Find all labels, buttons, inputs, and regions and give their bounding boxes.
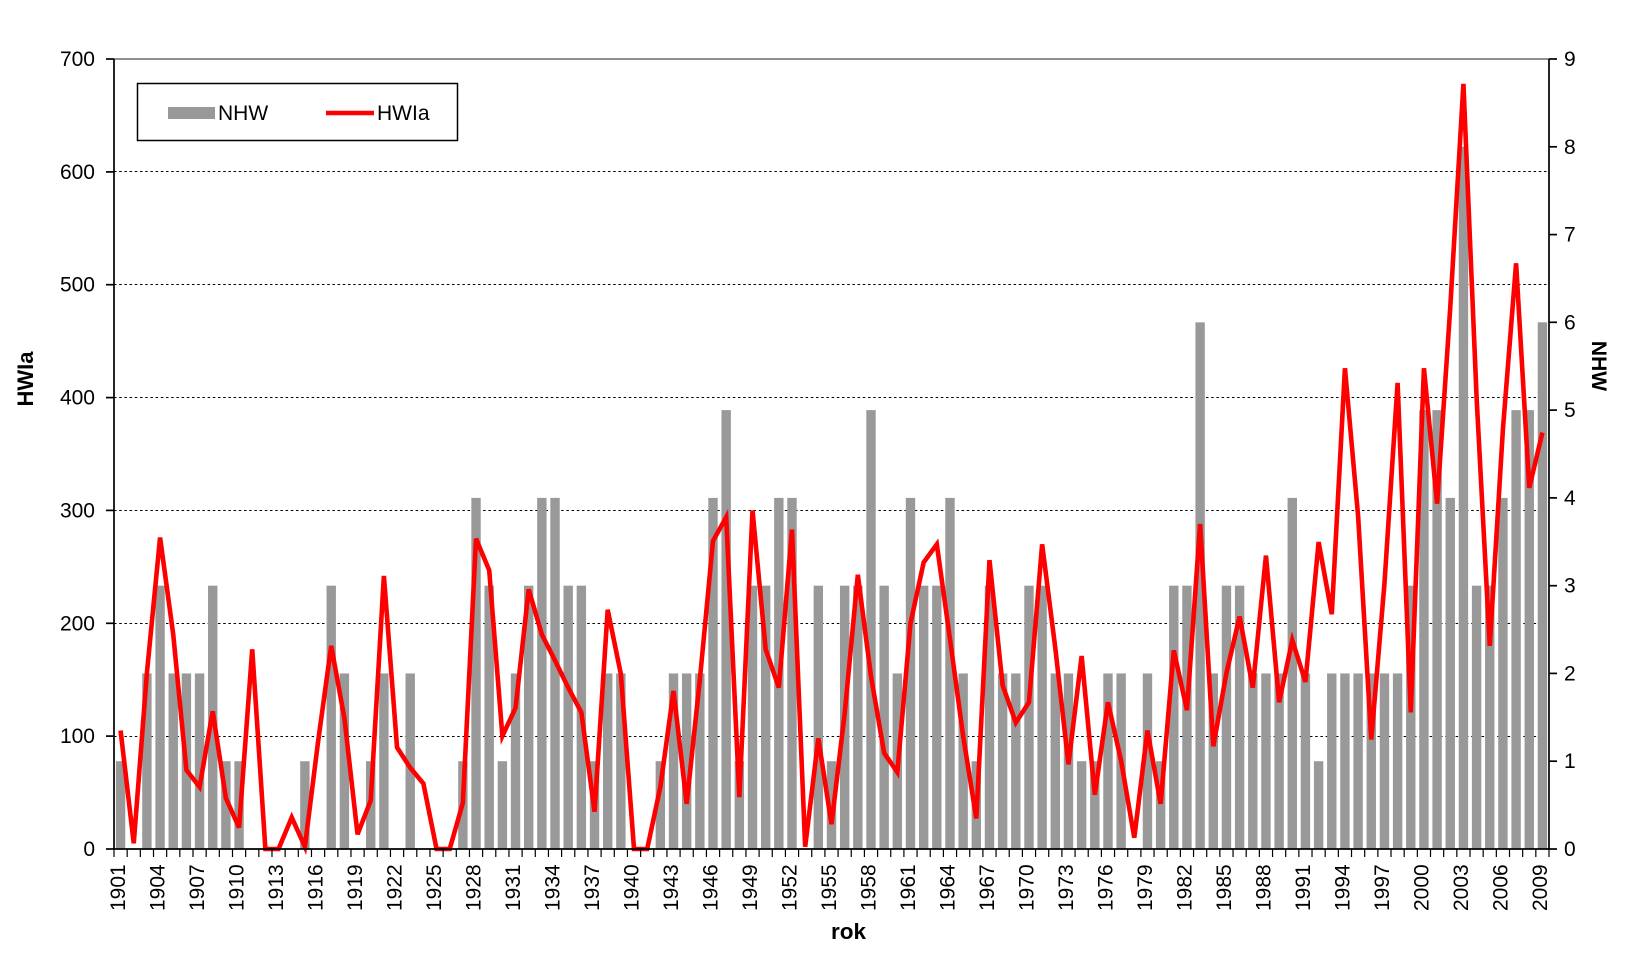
svg-text:1925: 1925: [423, 864, 446, 911]
svg-text:1979: 1979: [1134, 864, 1157, 911]
svg-text:1928: 1928: [463, 864, 486, 911]
svg-text:8: 8: [1564, 136, 1576, 159]
svg-text:1937: 1937: [581, 864, 604, 911]
svg-text:2000: 2000: [1410, 864, 1433, 911]
svg-text:4: 4: [1564, 487, 1576, 510]
svg-text:1985: 1985: [1213, 864, 1236, 911]
svg-text:100: 100: [60, 725, 95, 748]
svg-text:3: 3: [1564, 575, 1576, 598]
svg-text:1967: 1967: [976, 864, 999, 911]
svg-text:600: 600: [60, 161, 95, 184]
svg-text:1961: 1961: [897, 864, 920, 911]
svg-text:1922: 1922: [384, 864, 407, 911]
svg-text:400: 400: [60, 387, 95, 410]
svg-text:0: 0: [83, 838, 95, 861]
svg-text:1910: 1910: [226, 864, 249, 911]
svg-text:1955: 1955: [818, 864, 841, 911]
svg-text:1904: 1904: [147, 864, 170, 911]
svg-text:1973: 1973: [1055, 864, 1078, 911]
svg-text:NHW: NHW: [218, 102, 268, 125]
svg-text:0: 0: [1564, 838, 1576, 861]
svg-text:1982: 1982: [1174, 864, 1197, 911]
svg-text:rok: rok: [831, 919, 867, 944]
svg-text:2006: 2006: [1489, 864, 1512, 911]
svg-text:1: 1: [1564, 750, 1576, 773]
svg-text:9: 9: [1564, 48, 1576, 71]
svg-text:1916: 1916: [305, 864, 328, 911]
svg-text:1976: 1976: [1095, 864, 1118, 911]
svg-text:1934: 1934: [542, 864, 565, 911]
svg-text:200: 200: [60, 612, 95, 635]
svg-text:1994: 1994: [1331, 864, 1354, 911]
svg-text:300: 300: [60, 499, 95, 522]
svg-text:500: 500: [60, 274, 95, 297]
svg-text:700: 700: [60, 48, 95, 71]
svg-text:1997: 1997: [1371, 864, 1394, 911]
svg-text:1931: 1931: [502, 864, 525, 911]
svg-text:1907: 1907: [186, 864, 209, 911]
svg-text:1949: 1949: [739, 864, 762, 911]
svg-text:1952: 1952: [779, 864, 802, 911]
svg-text:HWIa: HWIa: [377, 102, 430, 125]
svg-text:2009: 2009: [1529, 864, 1552, 911]
svg-text:HWIa: HWIa: [13, 351, 38, 407]
svg-text:2: 2: [1564, 662, 1576, 685]
svg-text:1919: 1919: [344, 864, 367, 911]
svg-text:NHW: NHW: [1587, 341, 1610, 391]
svg-text:2003: 2003: [1450, 864, 1473, 911]
svg-text:1943: 1943: [660, 864, 683, 911]
svg-text:1958: 1958: [858, 864, 881, 911]
svg-text:1991: 1991: [1292, 864, 1315, 911]
svg-text:1940: 1940: [621, 864, 644, 911]
svg-text:5: 5: [1564, 399, 1576, 422]
svg-text:1913: 1913: [265, 864, 288, 911]
svg-text:1964: 1964: [937, 864, 960, 911]
svg-text:7: 7: [1564, 224, 1576, 247]
svg-text:1970: 1970: [1016, 864, 1039, 911]
svg-text:1901: 1901: [107, 864, 130, 911]
svg-text:1988: 1988: [1252, 864, 1275, 911]
svg-text:1946: 1946: [700, 864, 723, 911]
svg-text:6: 6: [1564, 311, 1576, 334]
